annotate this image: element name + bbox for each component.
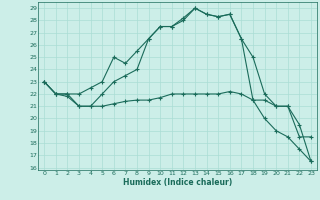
X-axis label: Humidex (Indice chaleur): Humidex (Indice chaleur) [123,178,232,187]
